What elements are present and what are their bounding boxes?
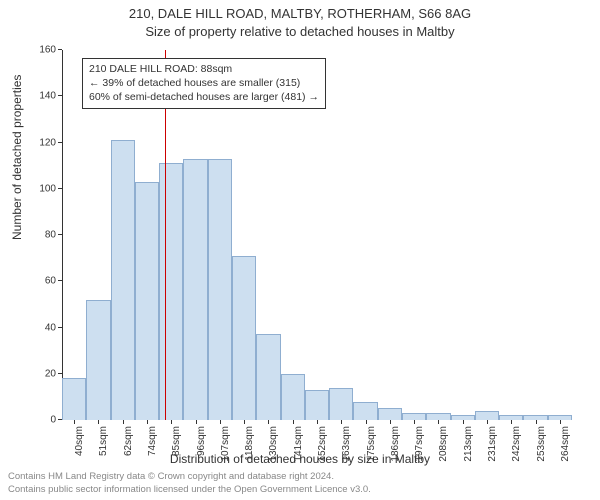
x-tick-mark [196, 420, 197, 424]
annotation-line: ← 39% of detached houses are smaller (31… [89, 76, 319, 90]
x-axis-label: Distribution of detached houses by size … [0, 452, 600, 466]
footer-line2: Contains public sector information licen… [8, 484, 371, 496]
x-tick-mark [220, 420, 221, 424]
histogram-bar [281, 374, 305, 420]
histogram-bar [183, 159, 207, 420]
y-tick-mark [58, 234, 62, 235]
annotation-line: 210 DALE HILL ROAD: 88sqm [89, 62, 319, 76]
x-tick-mark [560, 420, 561, 424]
x-tick-mark [74, 420, 75, 424]
x-tick-mark [268, 420, 269, 424]
y-tick-label: 80 [45, 230, 62, 241]
histogram-bar [426, 413, 450, 420]
y-tick-label: 60 [45, 276, 62, 287]
histogram-bar [208, 159, 232, 420]
annotation-line: 60% of semi-detached houses are larger (… [89, 90, 319, 104]
y-tick-mark [58, 327, 62, 328]
y-tick-label: 100 [39, 183, 62, 194]
x-tick-mark [244, 420, 245, 424]
x-tick-mark [123, 420, 124, 424]
histogram-bar [305, 390, 329, 420]
x-tick-mark [390, 420, 391, 424]
histogram-bar [86, 300, 110, 420]
y-tick-mark [58, 280, 62, 281]
chart-title-sub: Size of property relative to detached ho… [0, 24, 600, 39]
histogram-bar [475, 411, 499, 420]
plot-area: 02040608010012014016040sqm51sqm62sqm74sq… [62, 50, 572, 420]
footer-line1: Contains HM Land Registry data © Crown c… [8, 471, 371, 483]
histogram-bar [353, 402, 377, 421]
histogram-bar [329, 388, 353, 420]
x-tick-mark [463, 420, 464, 424]
footer-attribution: Contains HM Land Registry data © Crown c… [8, 471, 371, 496]
chart-title-main: 210, DALE HILL ROAD, MALTBY, ROTHERHAM, … [0, 6, 600, 21]
histogram-bar [135, 182, 159, 420]
histogram-bar [232, 256, 256, 420]
y-axis-line [62, 50, 63, 420]
y-tick-mark [58, 142, 62, 143]
x-tick-mark [341, 420, 342, 424]
y-tick-mark [58, 49, 62, 50]
x-tick-mark [366, 420, 367, 424]
x-tick-mark [414, 420, 415, 424]
x-tick-mark [317, 420, 318, 424]
x-tick-mark [293, 420, 294, 424]
chart: 02040608010012014016040sqm51sqm62sqm74sq… [62, 50, 572, 420]
x-tick-mark [511, 420, 512, 424]
histogram-bar [402, 413, 426, 420]
histogram-bar [111, 140, 135, 420]
x-tick-mark [147, 420, 148, 424]
histogram-bar [159, 163, 183, 420]
y-tick-mark [58, 373, 62, 374]
x-tick-mark [438, 420, 439, 424]
y-tick-label: 40 [45, 322, 62, 333]
histogram-bar [256, 334, 280, 420]
y-tick-mark [58, 95, 62, 96]
annotation-box: 210 DALE HILL ROAD: 88sqm← 39% of detach… [82, 58, 326, 109]
y-tick-label: 120 [39, 137, 62, 148]
histogram-bar [378, 408, 402, 420]
y-tick-label: 0 [50, 415, 62, 426]
y-axis-label: Number of detached properties [10, 75, 24, 240]
x-tick-mark [487, 420, 488, 424]
y-tick-label: 20 [45, 368, 62, 379]
x-tick-mark [171, 420, 172, 424]
y-tick-label: 160 [39, 45, 62, 56]
histogram-bar [62, 378, 86, 420]
y-tick-mark [58, 188, 62, 189]
x-tick-mark [536, 420, 537, 424]
x-tick-mark [98, 420, 99, 424]
y-tick-label: 140 [39, 91, 62, 102]
